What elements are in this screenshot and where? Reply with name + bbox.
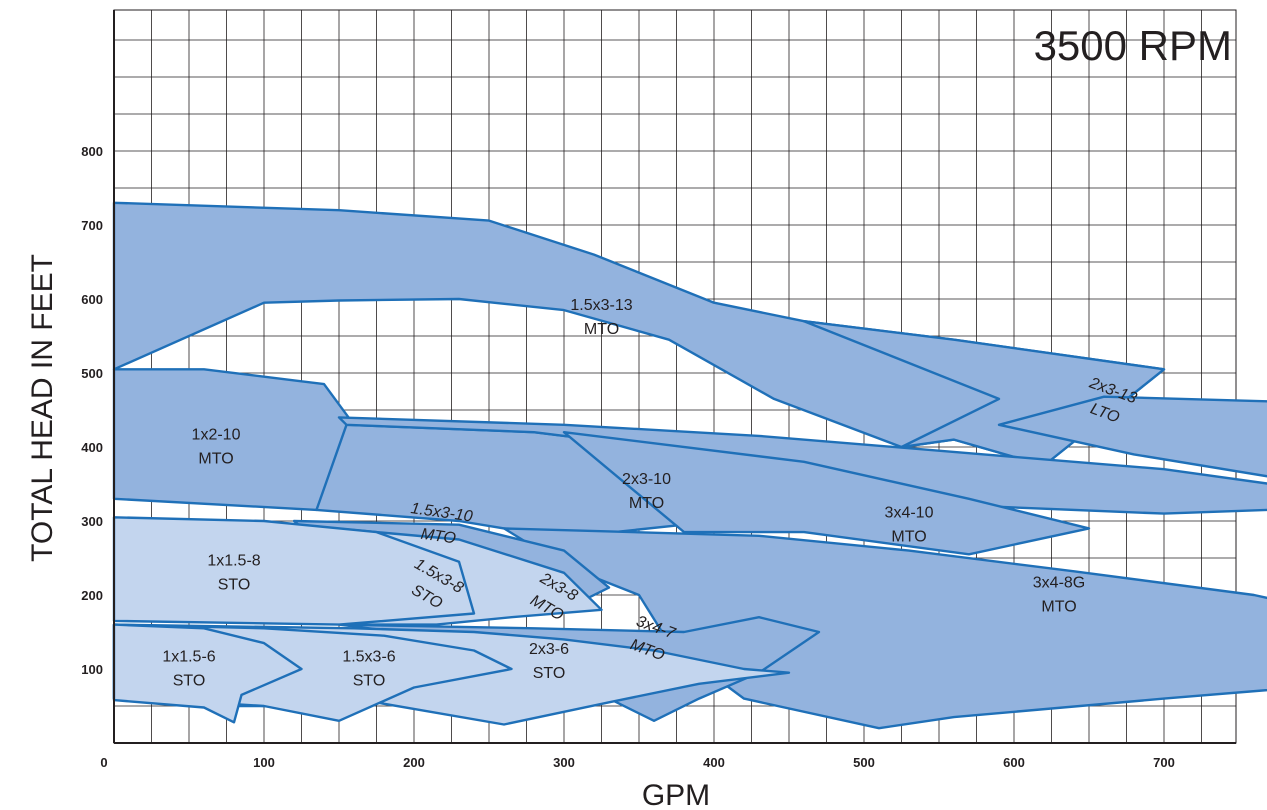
region-label-line: 1x1.5-8 — [207, 552, 260, 569]
region-label-line: MTO — [420, 526, 457, 548]
region-label-line: 3x4-10 — [885, 504, 934, 521]
region-label-line: STO — [353, 673, 386, 690]
region-label-line: MTO — [629, 495, 664, 512]
y-tick-label: 500 — [81, 366, 103, 381]
y-tick-label: 100 — [81, 662, 103, 677]
region-label-line: STO — [173, 673, 206, 690]
region-3x4-13 — [997, 395, 1267, 478]
region-label-line: 3x4-8G — [1033, 575, 1085, 592]
region-3x4-8G — [502, 527, 1267, 730]
pump-regions — [112, 201, 1267, 730]
x-tick-label: 200 — [403, 755, 425, 770]
region-1x1.5-8 — [112, 516, 476, 626]
y-tick-label: 400 — [81, 440, 103, 455]
chart-title: 3500 RPM — [1034, 22, 1232, 69]
x-tick-label: 600 — [1003, 755, 1025, 770]
region-label-line: 1.5x3-13 — [570, 297, 632, 314]
region-label-line: 1x2-10 — [192, 427, 241, 444]
region-label-line: MTO — [584, 321, 619, 338]
y-tick-label: 800 — [81, 144, 103, 159]
region-label-3x4-10: 3x4-10 MTO — [885, 504, 934, 545]
region-label-line: STO — [218, 576, 251, 593]
region-label-2x3-10: 2x3-10 MTO — [622, 471, 671, 512]
x-tick-label: 0 — [100, 755, 107, 770]
y-tick-label: 600 — [81, 292, 103, 307]
region-label-1.5x3-6: 1.5x3-6 STO — [342, 649, 395, 690]
y-tick-label: 700 — [81, 218, 103, 233]
region-label-line: 2x3-6 — [529, 641, 569, 658]
region-label-2x3-6: 2x3-6 STO — [529, 641, 569, 682]
region-label-line: 1.5x3-6 — [342, 649, 395, 666]
x-axis-title: GPM — [642, 779, 710, 810]
region-label-line: STO — [533, 665, 566, 682]
x-tick-label: 300 — [553, 755, 575, 770]
x-tick-label: 700 — [1153, 755, 1175, 770]
x-tick-label: 500 — [853, 755, 875, 770]
y-tick-label: 200 — [81, 588, 103, 603]
region-label-line: 1x1.5-6 — [162, 649, 215, 666]
y-axis-title: TOTAL HEAD IN FEET — [26, 254, 59, 562]
region-label-line: 2x3-10 — [622, 471, 671, 488]
region-label-line: MTO — [198, 451, 233, 468]
region-label-1x2-10: 1x2-10 MTO — [192, 427, 241, 468]
region-label-1x1.5-8: 1x1.5-8 STO — [207, 552, 260, 593]
axes: 0100200300400500600700800900100011001200… — [81, 10, 1236, 770]
y-tick-label: 300 — [81, 514, 103, 529]
x-tick-label: 400 — [703, 755, 725, 770]
x-tick-label: 100 — [253, 755, 275, 770]
region-3x4-10 — [562, 431, 1091, 556]
region-label-line: MTO — [891, 528, 926, 545]
region-1x1.5-6 — [112, 623, 303, 724]
region-label-line: MTO — [1041, 599, 1076, 616]
region-label-1.5x3-13: 1.5x3-13 MTO — [570, 297, 632, 338]
region-label-1x1.5-6: 1x1.5-6 STO — [162, 649, 215, 690]
region-label-3x4-8G: 3x4-8G MTO — [1033, 575, 1085, 616]
